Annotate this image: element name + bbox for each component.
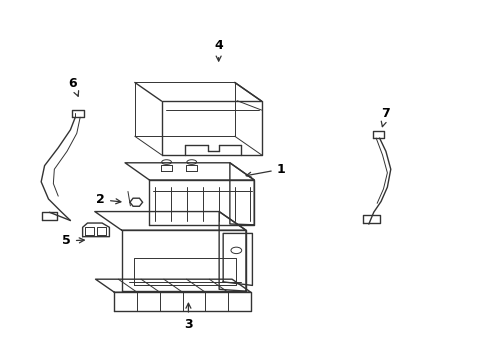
Text: 3: 3 [184, 303, 192, 331]
Text: 4: 4 [214, 39, 223, 61]
Text: 1: 1 [245, 163, 285, 177]
Text: 6: 6 [68, 77, 79, 96]
Text: 7: 7 [381, 107, 389, 127]
Text: 5: 5 [62, 234, 84, 247]
Text: 2: 2 [96, 193, 121, 206]
